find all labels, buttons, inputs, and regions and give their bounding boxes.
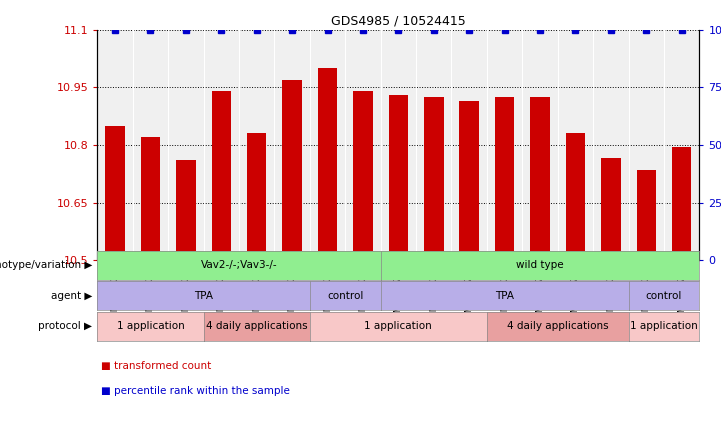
Bar	[672, 147, 691, 260]
Bar	[283, 80, 302, 260]
Bar	[637, 170, 656, 260]
Text: protocol ▶: protocol ▶	[38, 321, 92, 331]
Text: agent ▶: agent ▶	[51, 291, 92, 301]
Text: TPA: TPA	[495, 291, 514, 301]
Text: 1 application: 1 application	[117, 321, 185, 331]
Text: 1 application: 1 application	[365, 321, 432, 331]
Bar	[495, 97, 514, 260]
Text: control: control	[646, 291, 682, 301]
Bar	[211, 91, 231, 260]
Text: Vav2-/-;Vav3-/-: Vav2-/-;Vav3-/-	[200, 260, 278, 270]
Text: 1 application: 1 application	[630, 321, 698, 331]
Text: 4 daily applications: 4 daily applications	[206, 321, 308, 331]
Text: ■ transformed count: ■ transformed count	[101, 361, 211, 371]
Bar	[105, 126, 125, 260]
Text: ■ percentile rank within the sample: ■ percentile rank within the sample	[101, 386, 290, 396]
Bar	[353, 91, 373, 260]
Bar	[566, 133, 585, 260]
Bar	[389, 95, 408, 260]
Title: GDS4985 / 10524415: GDS4985 / 10524415	[331, 14, 466, 27]
Bar	[318, 68, 337, 260]
Bar	[176, 160, 195, 260]
Bar	[459, 101, 479, 260]
Text: genotype/variation ▶: genotype/variation ▶	[0, 260, 92, 270]
Bar	[141, 137, 160, 260]
Bar	[424, 97, 443, 260]
Text: TPA: TPA	[194, 291, 213, 301]
Text: 4 daily applications: 4 daily applications	[507, 321, 609, 331]
Bar	[247, 133, 267, 260]
Bar	[530, 97, 549, 260]
Bar	[601, 158, 621, 260]
Text: wild type: wild type	[516, 260, 564, 270]
Text: control: control	[327, 291, 363, 301]
